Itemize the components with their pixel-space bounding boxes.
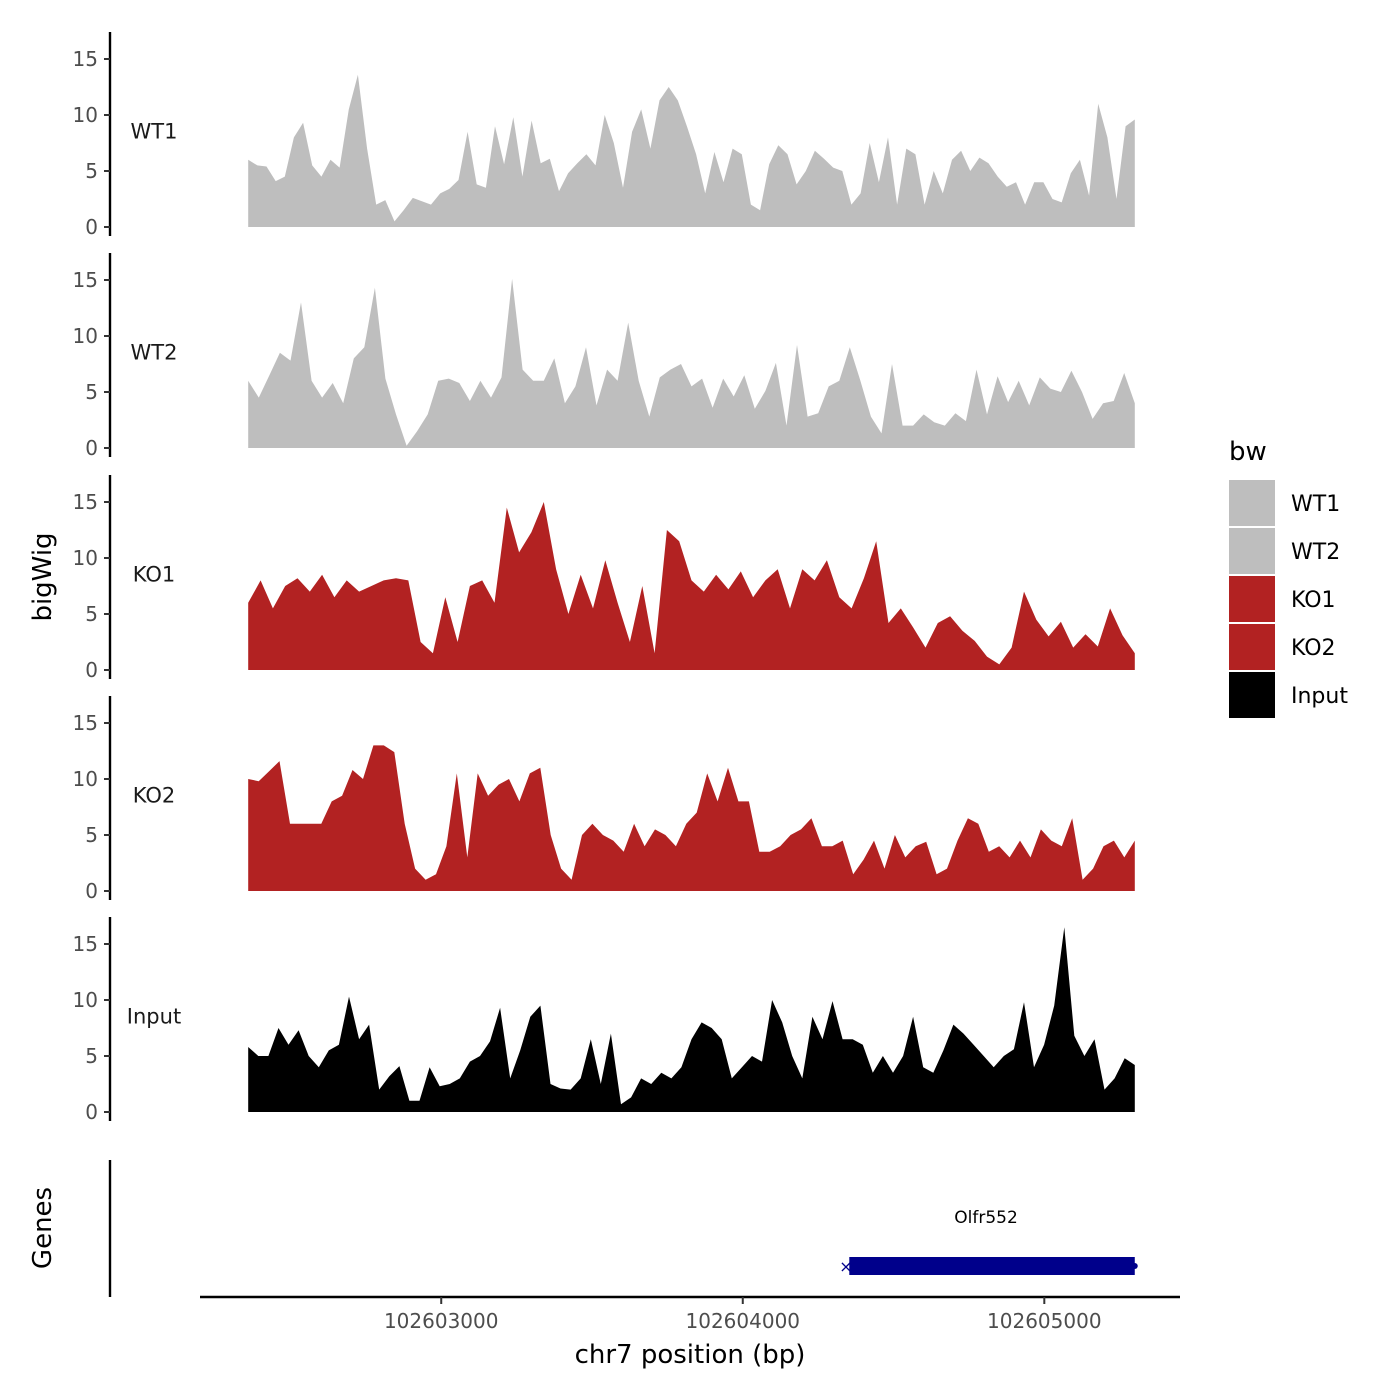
area-wt1 bbox=[248, 74, 1135, 227]
y-tick-label: 5 bbox=[85, 159, 98, 183]
area-wt2 bbox=[248, 278, 1135, 448]
y-tick-label: 0 bbox=[85, 215, 98, 239]
y-tick-label: 5 bbox=[85, 823, 98, 847]
track-label: Input bbox=[127, 1005, 181, 1029]
gene-label: Olfr552 bbox=[954, 1208, 1018, 1228]
track-label: KO1 bbox=[133, 563, 176, 587]
area-input bbox=[248, 927, 1135, 1112]
legend-swatch bbox=[1229, 672, 1275, 718]
x-tick-label: 102603000 bbox=[384, 1309, 499, 1333]
y-tick-label: 10 bbox=[73, 103, 98, 127]
legend-label: KO1 bbox=[1291, 588, 1336, 613]
legend-swatch bbox=[1229, 528, 1275, 574]
area-ko2 bbox=[248, 745, 1135, 891]
strand-marker: × bbox=[839, 1257, 852, 1276]
signal-tracks: 0 5 10 15 WT1 0 5 10 15 WT2 0 5 10 15 KO1 0 5 10 15 KO2 0 5 10… bbox=[73, 32, 1135, 1124]
genes-axis-title: Genes bbox=[28, 1187, 58, 1269]
legend-entry-ko2: KO2 bbox=[1229, 624, 1336, 670]
x-tick-label: 102604000 bbox=[686, 1309, 801, 1333]
x-axis-title: chr7 position (bp) bbox=[575, 1340, 806, 1370]
y-tick-label: 0 bbox=[85, 1100, 98, 1124]
y-tick-label: 0 bbox=[85, 658, 98, 682]
y-tick-label: 0 bbox=[85, 879, 98, 903]
y-tick-label: 5 bbox=[85, 1044, 98, 1068]
gene-body bbox=[849, 1257, 1135, 1275]
y-tick-label: 15 bbox=[73, 490, 98, 514]
legend-label: KO2 bbox=[1291, 636, 1336, 661]
y-tick-label: 10 bbox=[73, 324, 98, 348]
track-ko2: 0 5 10 15 KO2 bbox=[73, 696, 1135, 903]
track-label: WT1 bbox=[131, 120, 178, 144]
legend-entry-input: Input bbox=[1229, 672, 1348, 718]
y-tick-label: 5 bbox=[85, 602, 98, 626]
legend-swatch bbox=[1229, 576, 1275, 622]
legend-label: WT2 bbox=[1291, 540, 1340, 565]
legend-swatch bbox=[1229, 624, 1275, 670]
x-tick-label: 102605000 bbox=[987, 1309, 1102, 1333]
gene-olfr552: × Olfr552 bbox=[839, 1208, 1138, 1276]
track-wt2: 0 5 10 15 WT2 bbox=[73, 253, 1135, 460]
legend-entry-wt2: WT2 bbox=[1229, 528, 1340, 574]
track-input: 0 5 10 15 Input bbox=[73, 917, 1135, 1124]
x-axis: 102603000 102604000 102605000 bbox=[200, 1295, 1180, 1333]
y-axis-title: bigWig bbox=[28, 532, 58, 621]
legend-entry-ko1: KO1 bbox=[1229, 576, 1336, 622]
y-tick-label: 10 bbox=[73, 767, 98, 791]
gene-end-marker bbox=[1131, 1263, 1138, 1269]
y-tick-label: 15 bbox=[73, 47, 98, 71]
y-tick-label: 10 bbox=[73, 988, 98, 1012]
track-ko1: 0 5 10 15 KO1 bbox=[73, 475, 1135, 682]
y-tick-label: 15 bbox=[73, 932, 98, 956]
track-label: KO2 bbox=[133, 784, 176, 808]
area-ko1 bbox=[248, 502, 1135, 670]
y-tick-label: 10 bbox=[73, 546, 98, 570]
genes-panel: × Olfr552 bbox=[108, 1160, 1138, 1297]
legend-entry-wt1: WT1 bbox=[1229, 480, 1340, 526]
track-label: WT2 bbox=[131, 341, 178, 365]
y-tick-label: 5 bbox=[85, 380, 98, 404]
y-tick-label: 0 bbox=[85, 436, 98, 460]
legend-label: WT1 bbox=[1291, 492, 1340, 517]
legend: bw WT1 WT2 KO1 KO2 Input bbox=[1229, 437, 1348, 718]
track-wt1: 0 5 10 15 WT1 bbox=[73, 32, 1135, 239]
y-tick-label: 15 bbox=[73, 711, 98, 735]
legend-swatch bbox=[1229, 480, 1275, 526]
legend-title: bw bbox=[1229, 437, 1267, 467]
y-tick-label: 15 bbox=[73, 268, 98, 292]
legend-label: Input bbox=[1291, 684, 1348, 709]
